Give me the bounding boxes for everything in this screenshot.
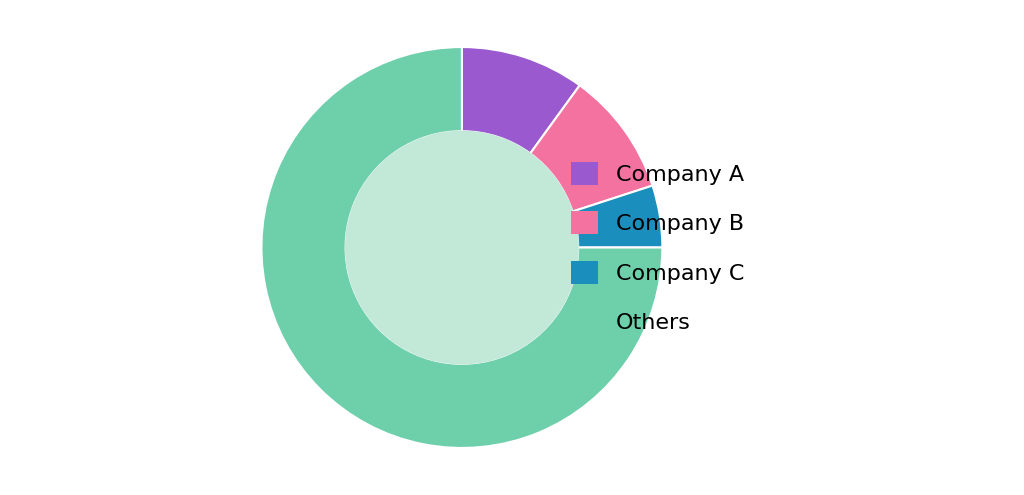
- Circle shape: [346, 131, 579, 364]
- Wedge shape: [530, 85, 652, 211]
- Wedge shape: [462, 47, 580, 153]
- Wedge shape: [572, 186, 663, 248]
- Legend: Company A, Company B, Company C, Others: Company A, Company B, Company C, Others: [571, 162, 744, 333]
- Wedge shape: [261, 47, 663, 448]
